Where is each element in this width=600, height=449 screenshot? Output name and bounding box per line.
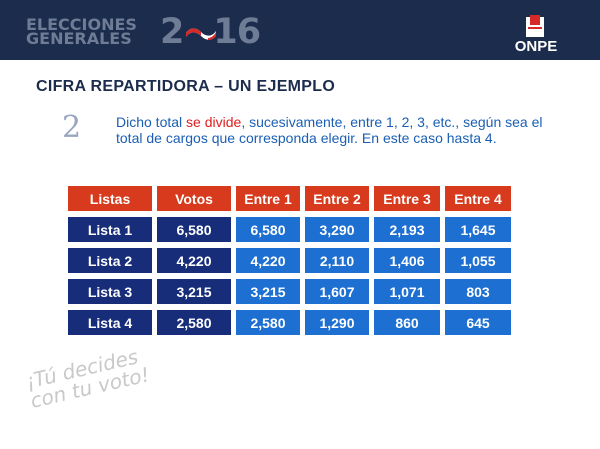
entre-2-cell: 3,290 (305, 217, 369, 242)
cifra-table: Listas Votos Entre 1 Entre 2 Entre 3 Ent… (63, 180, 516, 341)
elecciones-brand: ELECCIONES GENERALES (26, 15, 137, 48)
step-number: 2 (62, 110, 82, 145)
header-bar: ELECCIONES GENERALES 2 16 ONPE (0, 0, 600, 60)
entre-1-cell: 6,580 (236, 217, 300, 242)
entre-3-cell: 1,071 (374, 279, 440, 304)
header-entre-4: Entre 4 (445, 186, 511, 211)
ballot-box-icon (526, 15, 544, 37)
header-entre-1: Entre 1 (236, 186, 300, 211)
votes-cell: 6,580 (157, 217, 231, 242)
header-entre-3: Entre 3 (374, 186, 440, 211)
table-row: Lista 4 2,580 2,580 1,290 860 645 (68, 310, 511, 335)
onpe-logo-text: ONPE (514, 38, 558, 55)
year-right: 16 (213, 12, 261, 52)
header-votos: Votos (157, 186, 231, 211)
slogan-watermark: ¡Tú decides con tu voto! (24, 344, 152, 413)
entre-1-cell: 3,215 (236, 279, 300, 304)
entre-3-cell: 2,193 (374, 217, 440, 242)
table-row: Lista 2 4,220 4,220 2,110 1,406 1,055 (68, 248, 511, 273)
entre-2-cell: 1,290 (305, 310, 369, 335)
entre-3-cell: 1,406 (374, 248, 440, 273)
table-row: Lista 3 3,215 3,215 1,607 1,071 803 (68, 279, 511, 304)
desc-highlight: se divide (186, 114, 242, 130)
header-listas: Listas (68, 186, 152, 211)
entre-4-cell: 803 (445, 279, 511, 304)
entre-1-cell: 2,580 (236, 310, 300, 335)
entre-4-cell: 1,055 (445, 248, 511, 273)
entre-4-cell: 645 (445, 310, 511, 335)
brand-line-2: GENERALES (26, 29, 132, 48)
entre-1-cell: 4,220 (236, 248, 300, 273)
entre-4-cell: 1,645 (445, 217, 511, 242)
year-logo: 2 16 (160, 15, 261, 50)
desc-text-start: Dicho total (116, 114, 187, 130)
step-description: Dicho total se divide, sucesivamente, en… (116, 114, 546, 146)
year-left: 2 (160, 12, 184, 52)
list-name: Lista 2 (68, 248, 152, 273)
table-row: Lista 1 6,580 6,580 3,290 2,193 1,645 (68, 217, 511, 242)
entre-2-cell: 1,607 (305, 279, 369, 304)
desc-text-end: , sucesivamente, entre 1, 2, 3, etc., se… (116, 114, 543, 146)
votes-cell: 4,220 (157, 248, 231, 273)
slide-title: CIFRA REPARTIDORA – UN EJEMPLO (36, 78, 336, 95)
list-name: Lista 1 (68, 217, 152, 242)
peru-flag-icon (186, 28, 216, 40)
votes-cell: 2,580 (157, 310, 231, 335)
entre-2-cell: 2,110 (305, 248, 369, 273)
votes-cell: 3,215 (157, 279, 231, 304)
onpe-logo: ONPE (508, 15, 564, 55)
header-entre-2: Entre 2 (305, 186, 369, 211)
list-name: Lista 4 (68, 310, 152, 335)
entre-3-cell: 860 (374, 310, 440, 335)
brand-line-1: ELECCIONES (26, 15, 137, 34)
table-header-row: Listas Votos Entre 1 Entre 2 Entre 3 Ent… (68, 186, 511, 211)
list-name: Lista 3 (68, 279, 152, 304)
